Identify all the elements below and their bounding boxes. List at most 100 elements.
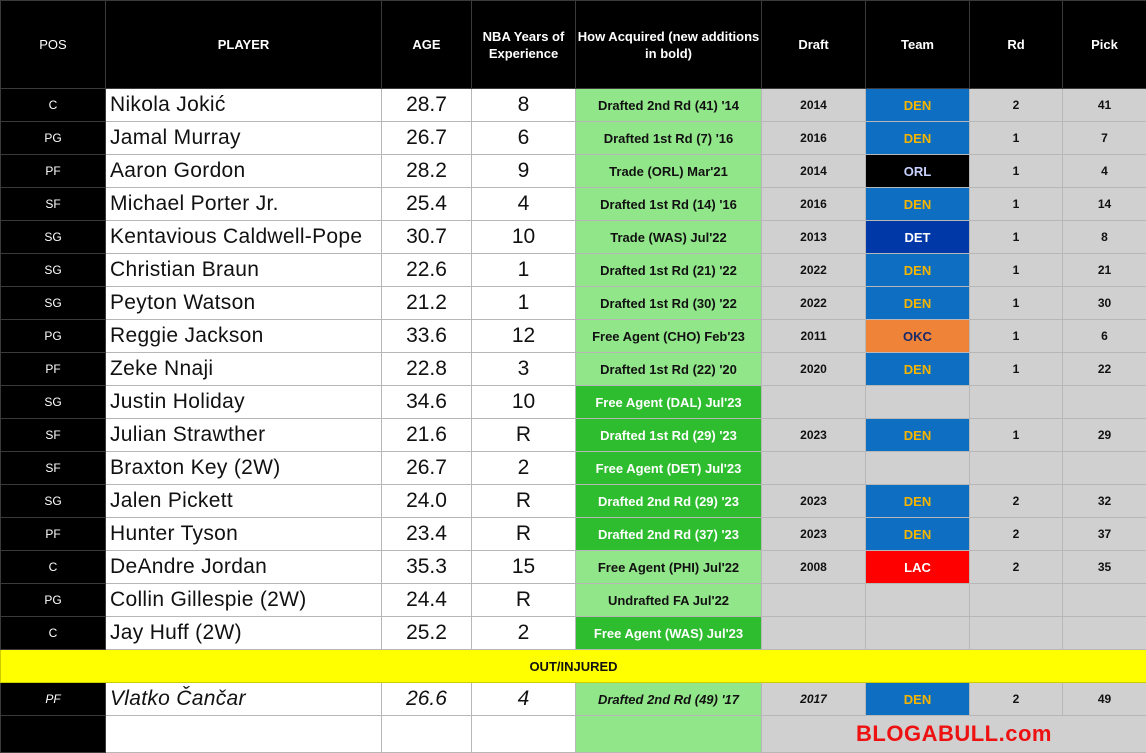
header-pos: POS	[0, 0, 106, 89]
round-cell: 2	[969, 682, 1063, 716]
position-cell: SF	[0, 418, 106, 452]
how-acquired-cell: Trade (WAS) Jul'22	[575, 220, 762, 254]
player-name: Hunter Tyson	[105, 517, 382, 551]
how-acquired-cell: Free Agent (CHO) Feb'23	[575, 319, 762, 353]
round-cell: 1	[969, 154, 1063, 188]
age-cell: 26.7	[381, 121, 472, 155]
how-acquired-cell: Free Agent (WAS) Jul'23	[575, 616, 762, 650]
experience-cell: 1	[471, 253, 576, 287]
age-cell: 35.3	[381, 550, 472, 584]
header-row: POS PLAYER AGE NBA Years of Experience H…	[0, 0, 1146, 89]
out-injured-label: OUT/INJURED	[0, 649, 1146, 683]
pick-cell	[1062, 451, 1146, 485]
team-badge: DEN	[865, 418, 970, 452]
player-name: Aaron Gordon	[105, 154, 382, 188]
round-cell: 2	[969, 550, 1063, 584]
how-acquired-cell: Undrafted FA Jul'22	[575, 583, 762, 617]
player-name: Reggie Jackson	[105, 319, 382, 353]
experience-cell: 3	[471, 352, 576, 386]
team-badge: OKC	[865, 319, 970, 353]
age-cell: 33.6	[381, 319, 472, 353]
round-cell: 1	[969, 187, 1063, 221]
experience-cell: 8	[471, 88, 576, 122]
how-acquired-cell: Drafted 1st Rd (14) '16	[575, 187, 762, 221]
footer-empty-cell	[381, 715, 472, 753]
table-row: SF Michael Porter Jr. 25.4 4 Drafted 1st Rd …	[0, 187, 1146, 221]
round-cell: 1	[969, 121, 1063, 155]
pick-cell	[1062, 616, 1146, 650]
team-badge: DET	[865, 220, 970, 254]
pick-cell: 41	[1062, 88, 1146, 122]
pick-cell: 14	[1062, 187, 1146, 221]
pick-cell: 22	[1062, 352, 1146, 386]
header-age: AGE	[381, 0, 472, 89]
age-cell: 25.2	[381, 616, 472, 650]
player-name: Michael Porter Jr.	[105, 187, 382, 221]
pick-cell: 4	[1062, 154, 1146, 188]
position-cell: C	[0, 616, 106, 650]
round-cell: 1	[969, 286, 1063, 320]
position-cell: SF	[0, 187, 106, 221]
pick-cell: 49	[1062, 682, 1146, 716]
table-row: SG Justin Holiday 34.6 10 Free Agent (DAL) J…	[0, 385, 1146, 419]
player-name: DeAndre Jordan	[105, 550, 382, 584]
age-cell: 26.7	[381, 451, 472, 485]
draft-year-cell: 2013	[761, 220, 866, 254]
age-cell: 23.4	[381, 517, 472, 551]
draft-year-cell	[761, 583, 866, 617]
experience-cell: R	[471, 418, 576, 452]
experience-cell: 4	[471, 187, 576, 221]
pick-cell: 32	[1062, 484, 1146, 518]
table-row: SG Kentavious Caldwell-Pope 30.7 10 Trade (W…	[0, 220, 1146, 254]
draft-year-cell	[761, 451, 866, 485]
player-name: Christian Braun	[105, 253, 382, 287]
position-cell: SG	[0, 385, 106, 419]
round-cell: 1	[969, 418, 1063, 452]
pick-cell: 7	[1062, 121, 1146, 155]
player-name: Nikola Jokić	[105, 88, 382, 122]
table-row: C Jay Huff (2W) 25.2 2 Free Agent (WAS) Jul'…	[0, 616, 1146, 650]
table-row: PG Collin Gillespie (2W) 24.4 R Undrafted FA…	[0, 583, 1146, 617]
team-badge: DEN	[865, 121, 970, 155]
team-badge: DEN	[865, 484, 970, 518]
table-row: SF Julian Strawther 21.6 R Drafted 1st Rd (2…	[0, 418, 1146, 452]
team-badge: LAC	[865, 550, 970, 584]
player-name: Jay Huff (2W)	[105, 616, 382, 650]
experience-cell: R	[471, 583, 576, 617]
player-name: Collin Gillespie (2W)	[105, 583, 382, 617]
player-name: Jalen Pickett	[105, 484, 382, 518]
player-name: Jamal Murray	[105, 121, 382, 155]
pick-cell: 37	[1062, 517, 1146, 551]
draft-year-cell: 2008	[761, 550, 866, 584]
draft-year-cell	[761, 616, 866, 650]
header-pick: Pick	[1062, 0, 1146, 89]
how-acquired-cell: Drafted 1st Rd (22) '20	[575, 352, 762, 386]
team-badge	[865, 616, 970, 650]
how-acquired-cell: Free Agent (DET) Jul'23	[575, 451, 762, 485]
round-cell: 1	[969, 220, 1063, 254]
team-badge: DEN	[865, 88, 970, 122]
draft-year-cell: 2020	[761, 352, 866, 386]
age-cell: 22.8	[381, 352, 472, 386]
team-badge	[865, 385, 970, 419]
age-cell: 30.7	[381, 220, 472, 254]
team-badge: DEN	[865, 187, 970, 221]
how-acquired-cell: Free Agent (PHI) Jul'22	[575, 550, 762, 584]
age-cell: 28.2	[381, 154, 472, 188]
how-acquired-cell: Drafted 2nd Rd (37) '23	[575, 517, 762, 551]
position-cell: C	[0, 88, 106, 122]
age-cell: 21.2	[381, 286, 472, 320]
footer-acq-cell	[575, 715, 762, 753]
roster-body: C Nikola Jokić 28.7 8 Drafted 2nd Rd (41) '1…	[0, 88, 1146, 650]
how-acquired-cell: Trade (ORL) Mar'21	[575, 154, 762, 188]
table-row: PF Zeke Nnaji 22.8 3 Drafted 1st Rd (22) '20…	[0, 352, 1146, 386]
pick-cell: 30	[1062, 286, 1146, 320]
pick-cell	[1062, 385, 1146, 419]
draft-year-cell	[761, 385, 866, 419]
table-row: PG Reggie Jackson 33.6 12 Free Agent (CHO) F…	[0, 319, 1146, 353]
position-cell: PF	[0, 517, 106, 551]
position-cell: PF	[0, 352, 106, 386]
footer-row: BLOGABULL.com	[0, 715, 1146, 753]
experience-cell: 2	[471, 451, 576, 485]
